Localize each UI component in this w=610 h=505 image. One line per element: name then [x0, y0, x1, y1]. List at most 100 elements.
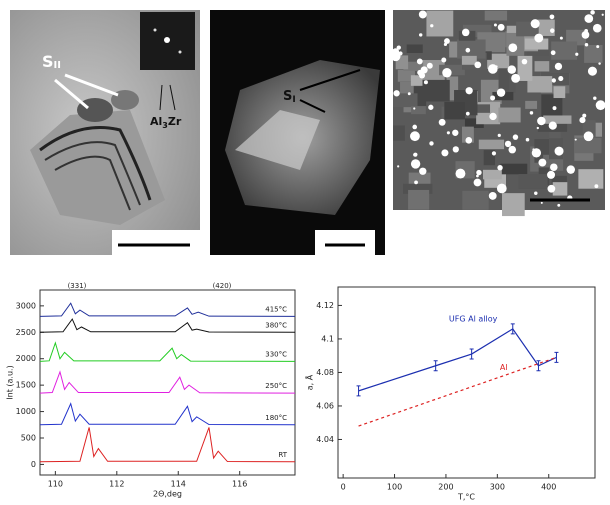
series-label: 250°C [265, 382, 287, 390]
grain [446, 76, 459, 101]
grain [393, 93, 418, 108]
precipitate [407, 92, 411, 96]
y-axis-label: Int (a.u.) [6, 365, 15, 399]
x-axis-label: T,°C [457, 493, 475, 502]
grain [473, 104, 491, 113]
series-line [358, 328, 557, 392]
precipitate [529, 111, 534, 115]
precipitate [476, 174, 479, 178]
precipitate [489, 112, 497, 121]
x-tick-label: 0 [341, 483, 346, 492]
precipitate [508, 145, 517, 154]
grain [498, 68, 509, 94]
series-label: RT [278, 451, 287, 459]
error-bar [433, 360, 438, 372]
error-bar [469, 348, 474, 360]
precipitate [559, 36, 563, 40]
error-bar [554, 351, 559, 363]
precipitate [497, 165, 503, 171]
series-label: 380°C [265, 321, 287, 329]
micrograph-middle: SI [210, 10, 385, 255]
grain [578, 169, 604, 189]
precipitate [547, 170, 556, 179]
grain [464, 118, 484, 128]
precipitate [493, 23, 497, 27]
precipitate [461, 28, 470, 37]
grain [483, 150, 496, 166]
precipitate [574, 138, 577, 141]
precipitate [525, 137, 530, 142]
precipitate [593, 96, 597, 100]
precipitate [551, 78, 556, 83]
precipitate [594, 184, 599, 189]
precipitate [547, 184, 556, 193]
grain [518, 174, 548, 189]
grain [397, 69, 415, 82]
y-axis-label: a, Å [304, 374, 315, 390]
grain [462, 190, 489, 210]
precipitate [590, 10, 595, 15]
precipitate [418, 10, 427, 19]
y-tick-label: 500 [21, 434, 36, 443]
grain [502, 193, 525, 217]
precipitate [511, 67, 516, 71]
precipitate [554, 62, 563, 71]
precipitate [413, 107, 416, 110]
x-tick-label: 114 [171, 480, 186, 489]
grain [574, 137, 602, 154]
precipitate [495, 65, 498, 68]
grain [462, 126, 474, 143]
grain [403, 61, 424, 71]
precipitate [583, 131, 594, 142]
series-line [358, 356, 557, 427]
precipitate [420, 66, 428, 74]
precipitate [584, 42, 589, 47]
grain [541, 94, 563, 119]
series-label: UFG Al alloy [449, 314, 498, 323]
grain [457, 39, 486, 59]
precipitate [552, 106, 557, 111]
precipitate [521, 58, 528, 65]
grain [551, 175, 567, 185]
precipitate [557, 203, 561, 207]
precipitate [596, 45, 600, 49]
precipitate [410, 131, 420, 142]
precipitate [554, 146, 564, 156]
grain [543, 115, 572, 124]
precipitate [491, 151, 497, 156]
precipitate [530, 19, 540, 29]
micrograph-left: SII Al3Zr [10, 10, 200, 255]
precipitate [397, 165, 400, 168]
micrograph-right [390, 10, 606, 217]
precipitate [442, 68, 452, 78]
series-line [39, 341, 296, 362]
plot-frame [337, 286, 596, 479]
plot-frame [39, 289, 296, 476]
grain [410, 75, 423, 86]
grain [439, 64, 465, 76]
precipitate [581, 31, 590, 39]
precipitate [390, 51, 401, 62]
precipitate [537, 116, 546, 126]
precipitate [452, 129, 459, 136]
precipitate [511, 73, 521, 83]
precipitate [438, 118, 446, 126]
series-line [39, 302, 296, 317]
precipitate [488, 191, 497, 200]
grain [421, 79, 450, 102]
precipitate [595, 100, 606, 111]
y-tick-label: 4.06 [316, 401, 334, 410]
series-label: Al [500, 363, 508, 372]
precipitate [410, 159, 421, 169]
series-label: 415°C [265, 305, 287, 313]
precipitate [566, 165, 575, 174]
precipitate [587, 66, 597, 76]
peak-label: (331) [68, 282, 87, 290]
y-tick-label: 4.04 [316, 435, 334, 444]
grain [525, 100, 538, 109]
precipitate [550, 163, 558, 171]
precipitate [531, 148, 542, 158]
precipitate [473, 178, 482, 187]
label: Al3Zr [150, 115, 182, 130]
